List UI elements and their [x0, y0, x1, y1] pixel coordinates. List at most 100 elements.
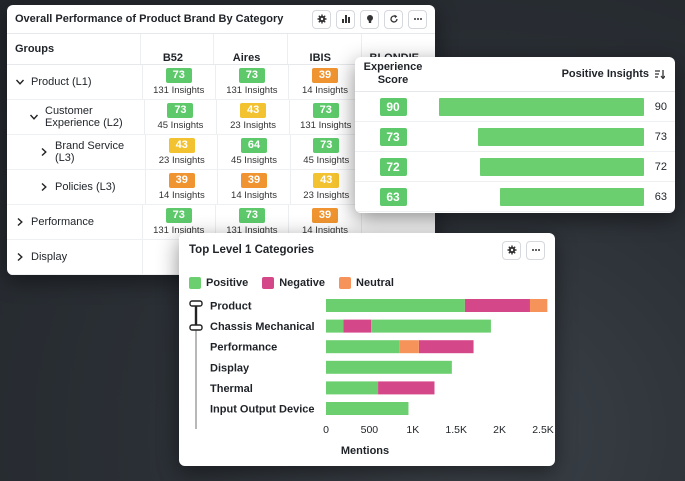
positive-insights-header[interactable]: Positive Insights — [561, 68, 649, 80]
sort-descending-icon[interactable] — [654, 69, 665, 79]
score-badge: 73 — [165, 68, 192, 83]
score-badge: 39 — [311, 208, 338, 223]
bar-segment-positive[interactable] — [326, 340, 400, 354]
column-header-b52[interactable]: B52 — [141, 34, 215, 64]
more-icon[interactable] — [408, 9, 427, 29]
bar-segment-negative[interactable] — [343, 319, 372, 333]
category-label: Product — [210, 301, 252, 313]
column-header-ibis[interactable]: IBIS — [288, 34, 362, 64]
score-badge: 43 — [240, 103, 267, 118]
group-cell[interactable]: Product (L1) — [7, 65, 143, 99]
bar-segment-positive[interactable] — [326, 381, 379, 395]
score-badge: 73 — [238, 68, 265, 83]
chevron-down-icon[interactable] — [15, 77, 25, 87]
score-cell[interactable]: 43 23 Insights — [217, 100, 290, 134]
bar-segment-negative[interactable] — [418, 340, 474, 354]
positive-insights-bar[interactable] — [480, 158, 644, 176]
score-cell[interactable]: 73 131 Insights — [216, 205, 289, 239]
score-cell[interactable]: 73 131 Insights — [290, 100, 363, 134]
group-cell[interactable]: Customer Experience (L2) — [7, 100, 145, 134]
bar-segment-positive[interactable] — [326, 360, 452, 374]
legend-item-neutral[interactable]: Neutral — [339, 277, 394, 289]
score-badge: 43 — [313, 173, 340, 188]
bar-segment-positive[interactable] — [326, 299, 465, 312]
chevron-right-icon[interactable] — [39, 147, 49, 157]
bar-segment-positive[interactable] — [371, 319, 491, 333]
x-tick-label: 0 — [323, 424, 329, 436]
category-label: Input Output Device — [210, 404, 315, 416]
score-cell[interactable]: 39 14 Insights — [289, 65, 363, 99]
group-cell[interactable]: Policies (L3) — [7, 170, 147, 204]
group-label: Display — [31, 251, 68, 263]
score-cell[interactable]: 73 131 Insights — [216, 65, 289, 99]
positive-insights-bar[interactable] — [478, 128, 644, 146]
insight-row[interactable]: 72 72 — [355, 152, 675, 182]
score-cell[interactable]: 39 14 Insights — [289, 205, 363, 239]
insights-count: 14 Insights — [231, 190, 277, 201]
bar-segment-negative[interactable] — [378, 381, 435, 395]
score-cell[interactable]: 43 23 Insights — [146, 135, 219, 169]
card-title: Top Level 1 Categories — [189, 244, 315, 256]
score-cell[interactable]: 73 45 Insights — [145, 100, 218, 134]
group-cell[interactable]: Brand Service (L3) — [7, 135, 147, 169]
score-cell[interactable]: 73 131 Insights — [143, 65, 216, 99]
legend-item-negative[interactable]: Negative — [262, 277, 325, 289]
score-badge: 43 — [168, 138, 195, 153]
x-tick-label: 1.5K — [445, 424, 467, 436]
positive-insights-bar[interactable] — [500, 188, 644, 206]
bar-segment-positive[interactable] — [326, 402, 409, 415]
insights-count: 45 Insights — [303, 155, 350, 166]
bar-chart-icon[interactable] — [336, 9, 355, 29]
score-cell[interactable]: 43 23 Insights — [291, 170, 363, 204]
experience-score-badge: 90 — [379, 97, 407, 116]
lightbulb-icon[interactable] — [360, 9, 379, 29]
score-badge: 39 — [241, 173, 267, 188]
more-icon[interactable] — [526, 240, 545, 260]
legend-swatch-neutral — [339, 277, 352, 289]
insights-count: 14 Insights — [302, 85, 348, 96]
bar-segment-neutral[interactable] — [399, 340, 419, 354]
gear-icon[interactable] — [502, 240, 521, 260]
insights-count: 131 Insights — [300, 120, 352, 131]
legend-swatch-positive — [189, 277, 201, 289]
refresh-icon[interactable] — [384, 9, 403, 29]
chevron-right-icon[interactable] — [15, 217, 25, 227]
score-cell[interactable]: 39 14 Insights — [146, 170, 219, 204]
chevron-right-icon[interactable] — [39, 182, 49, 192]
chevron-down-icon[interactable] — [29, 112, 39, 122]
table-row: Customer Experience (L2) 73 45 Insights 43 2… — [7, 100, 435, 135]
x-tick-label: 1K — [406, 424, 419, 436]
score-badge: 73 — [313, 138, 340, 153]
insights-header: Experience Score Positive Insights — [355, 57, 675, 92]
legend-item-positive[interactable]: Positive — [189, 277, 248, 289]
score-cell[interactable]: 39 14 Insights — [218, 170, 291, 204]
table-row: Brand Service (L3) 43 23 Insights 64 45 Insi… — [7, 135, 435, 170]
bar-segment-positive[interactable] — [326, 319, 344, 333]
positive-insights-bar[interactable] — [439, 98, 644, 116]
insight-row[interactable]: 63 63 — [355, 182, 675, 212]
group-cell[interactable]: Display — [7, 240, 143, 274]
insight-row[interactable]: 90 90 — [355, 92, 675, 122]
groups-column-header[interactable]: Groups — [7, 34, 141, 64]
insights-count: 14 Insights — [158, 190, 205, 201]
group-cell[interactable]: Performance — [7, 205, 143, 239]
bar-segment-neutral[interactable] — [529, 299, 548, 312]
gear-icon[interactable] — [312, 9, 331, 29]
bar-segment-negative[interactable] — [464, 299, 530, 312]
range-slider[interactable] — [189, 300, 203, 429]
performance-grid: Groups B52 Aires IBIS BLONDIE Product (L… — [7, 34, 435, 275]
card-header: Top Level 1 Categories — [179, 233, 555, 267]
insight-row[interactable]: 73 73 — [355, 122, 675, 152]
slider-handle-bottom[interactable] — [189, 324, 203, 331]
positive-insights-card: Experience Score Positive Insights 90 90 7… — [355, 57, 675, 213]
score-cell[interactable]: 64 45 Insights — [218, 135, 291, 169]
legend-label: Neutral — [356, 277, 394, 289]
chevron-right-icon[interactable] — [15, 252, 25, 262]
score-cell[interactable]: 73 45 Insights — [291, 135, 363, 169]
x-tick-label: 2.5K — [532, 424, 554, 436]
experience-score-header[interactable]: Experience Score — [363, 61, 423, 86]
slider-handle-top[interactable] — [189, 300, 203, 307]
score-badge: 73 — [165, 208, 192, 223]
column-header-aires[interactable]: Aires — [214, 34, 288, 64]
score-cell[interactable]: 73 131 Insights — [143, 205, 216, 239]
